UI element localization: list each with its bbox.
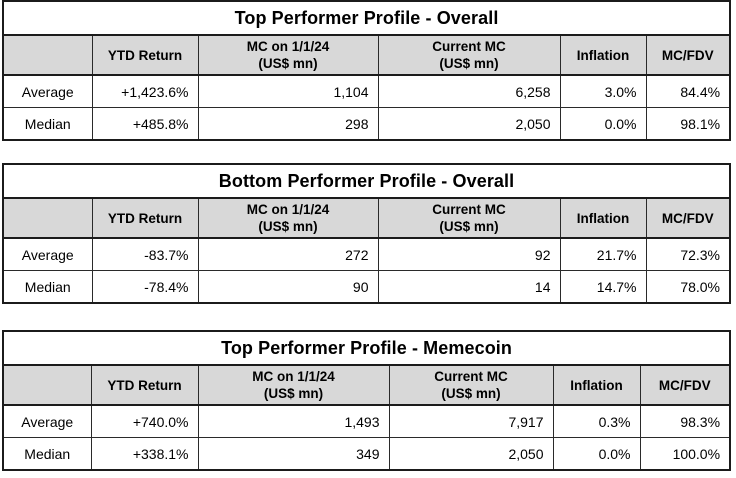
inflation-value: 14.7%	[559, 270, 646, 303]
table-title-row: Bottom Performer Profile - Overall	[3, 164, 731, 199]
col-header-current-mc-line2: (US$ mn)	[439, 56, 499, 71]
row-label: Median	[24, 115, 71, 132]
col-header-mc-fdv: MC/FDV	[645, 35, 731, 76]
bottom-performer-overall-table: Bottom Performer Profile - Overall YTD R…	[2, 163, 732, 304]
mc-fdv-value: 78.0%	[645, 270, 731, 303]
ytd-return-value: +740.0%	[90, 405, 198, 438]
current-mc-value: 2,050	[377, 107, 560, 140]
inflation-value: 0.0%	[559, 107, 646, 140]
current-mc-value: 92	[377, 238, 560, 271]
col-header-mc-jan: MC on 1/1/24 (US$ mn)	[197, 35, 378, 76]
table-row-median: Median +338.1% 349 2,050 0.0% 100.0%	[3, 437, 731, 470]
top-performer-memecoin-table: Top Performer Profile - Memecoin YTD Ret…	[2, 330, 732, 471]
table-title: Bottom Performer Profile - Overall	[3, 164, 731, 199]
mc-jan-value: 349	[197, 437, 389, 470]
row-label: Average	[3, 405, 91, 438]
ytd-return-value: -83.7%	[91, 238, 198, 271]
mc-jan-value: 1,104	[197, 75, 378, 108]
mc-jan-value: 1,493	[197, 405, 389, 438]
col-header-mc-jan: MC on 1/1/24 (US$ mn)	[197, 198, 378, 239]
col-header-current-mc-line2: (US$ mn)	[439, 219, 499, 234]
header-blank-cell	[3, 35, 92, 76]
col-header-current-mc-line2: (US$ mn)	[441, 386, 501, 401]
inflation-value: 0.3%	[552, 405, 640, 438]
mc-jan-value: 90	[197, 270, 378, 303]
col-header-mc-jan-line2: (US$ mn)	[258, 56, 318, 71]
col-header-mc-jan-line2: (US$ mn)	[263, 386, 324, 401]
table-row-average: Average +1,423.6% 1,104 6,258 3.0% 84.4%	[3, 75, 731, 108]
inflation-value: 3.0%	[559, 75, 646, 108]
mc-fdv-value: 72.3%	[645, 238, 731, 271]
row-label: Average	[3, 238, 92, 271]
col-header-current-mc: Current MC (US$ mn)	[377, 198, 560, 239]
col-header-ytd-return: YTD Return	[91, 198, 198, 239]
col-header-mc-fdv: MC/FDV	[639, 365, 731, 406]
row-label: Average	[3, 75, 92, 108]
col-header-inflation: Inflation	[559, 35, 646, 76]
header-blank-cell	[3, 198, 92, 239]
table-title-row: Top Performer Profile - Overall	[3, 1, 731, 36]
col-header-current-mc: Current MC (US$ mn)	[388, 365, 553, 406]
mc-fdv-value: 98.1%	[645, 107, 731, 140]
col-header-ytd-return: YTD Return	[90, 365, 198, 406]
table-row-median: Median +485.8% 298 2,050 0.0% 98.1%	[3, 107, 731, 140]
current-mc-value: 14	[377, 270, 560, 303]
inflation-value: 0.0%	[552, 437, 640, 470]
col-header-inflation: Inflation	[559, 198, 646, 239]
col-header-mc-fdv: MC/FDV	[645, 198, 731, 239]
table-header-row: YTD Return MC on 1/1/24 (US$ mn) Current…	[3, 198, 731, 239]
col-header-mc-jan-line1: MC on 1/1/24	[246, 202, 330, 217]
mc-fdv-value: 100.0%	[639, 437, 731, 470]
ytd-return-value: +485.8%	[91, 107, 198, 140]
col-header-mc-jan: MC on 1/1/24 (US$ mn)	[197, 365, 389, 406]
current-mc-value: 6,258	[377, 75, 560, 108]
ytd-return-value: -78.4%	[91, 270, 198, 303]
table-title-row: Top Performer Profile - Memecoin	[3, 331, 731, 366]
table-row-median: Median -78.4% 90 14 14.7% 78.0%	[3, 270, 731, 303]
ytd-return-value: +338.1%	[90, 437, 198, 470]
col-header-current-mc-line1: Current MC	[432, 39, 506, 54]
col-header-mc-jan-line2: (US$ mn)	[258, 219, 318, 234]
ytd-return-value: +1,423.6%	[91, 75, 198, 108]
table-header-row: YTD Return MC on 1/1/24 (US$ mn) Current…	[3, 35, 731, 76]
col-header-ytd-return: YTD Return	[91, 35, 198, 76]
current-mc-value: 2,050	[388, 437, 553, 470]
table-title: Top Performer Profile - Memecoin	[3, 331, 731, 366]
col-header-current-mc: Current MC (US$ mn)	[377, 35, 560, 76]
mc-fdv-value: 98.3%	[639, 405, 731, 438]
row-label: Median	[24, 278, 71, 295]
mc-fdv-value: 84.4%	[645, 75, 731, 108]
table-header-row: YTD Return MC on 1/1/24 (US$ mn) Current…	[3, 365, 731, 406]
inflation-value: 21.7%	[559, 238, 646, 271]
col-header-current-mc-line1: Current MC	[432, 202, 506, 217]
col-header-inflation: Inflation	[552, 365, 640, 406]
table-row-average: Average +740.0% 1,493 7,917 0.3% 98.3%	[3, 405, 731, 438]
header-blank-cell	[3, 365, 91, 406]
table-row-average: Average -83.7% 272 92 21.7% 72.3%	[3, 238, 731, 271]
mc-jan-value: 298	[197, 107, 378, 140]
col-header-current-mc-line1: Current MC	[434, 369, 508, 384]
table-title: Top Performer Profile - Overall	[3, 1, 731, 36]
top-performer-overall-table: Top Performer Profile - Overall YTD Retu…	[2, 0, 732, 141]
row-label: Median	[24, 445, 71, 462]
col-header-mc-jan-line1: MC on 1/1/24	[246, 39, 330, 54]
current-mc-value: 7,917	[388, 405, 553, 438]
mc-jan-value: 272	[197, 238, 378, 271]
col-header-mc-jan-line1: MC on 1/1/24	[252, 369, 335, 384]
